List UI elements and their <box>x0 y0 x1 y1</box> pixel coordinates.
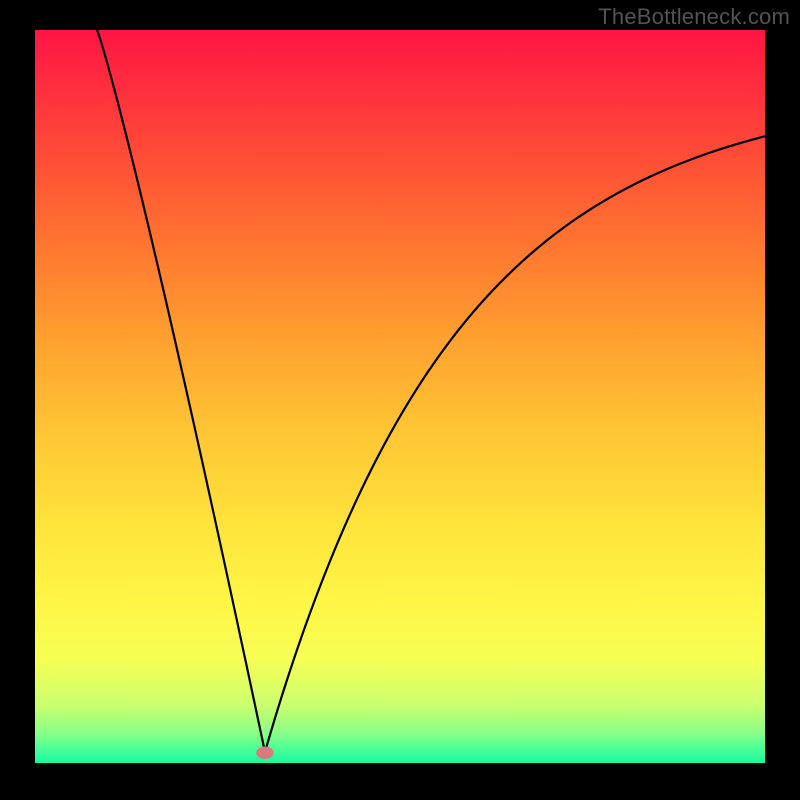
plot-area <box>35 30 765 763</box>
minimum-marker <box>256 747 274 759</box>
watermark-text: TheBottleneck.com <box>598 4 790 30</box>
chart-svg <box>0 0 800 800</box>
chart-canvas: { "watermark": { "text": "TheBottleneck.… <box>0 0 800 800</box>
